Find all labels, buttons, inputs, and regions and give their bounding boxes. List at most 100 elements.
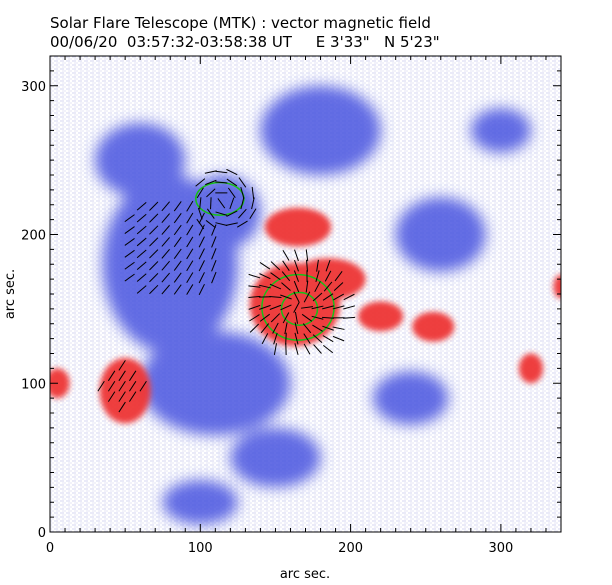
field-vector	[136, 201, 147, 211]
field-vector	[149, 237, 159, 247]
field-vector	[198, 260, 205, 272]
field-vector	[260, 323, 270, 334]
field-vector	[273, 343, 277, 355]
field-vector	[333, 293, 345, 301]
field-vector	[186, 248, 194, 260]
field-vector	[161, 260, 170, 271]
field-vector	[311, 315, 324, 320]
field-vector	[136, 237, 147, 247]
field-vector	[322, 325, 334, 331]
field-vector	[248, 285, 261, 288]
field-vector	[186, 212, 194, 224]
y-axis-label: arc sec.	[3, 269, 18, 319]
field-vector	[136, 285, 147, 294]
field-vector	[251, 186, 255, 199]
field-vector	[293, 291, 300, 303]
field-vector	[173, 248, 182, 259]
field-vector	[161, 201, 170, 212]
field-vector	[293, 301, 300, 313]
field-vector	[124, 249, 135, 258]
field-vector	[136, 273, 147, 282]
field-vector	[118, 391, 126, 402]
field-vector	[280, 304, 292, 311]
field-vector	[323, 281, 333, 292]
x-tick-label: 100	[188, 541, 213, 556]
field-vector	[149, 261, 159, 271]
positive-polarity-region	[553, 274, 561, 299]
field-vector	[303, 343, 311, 355]
field-vector	[118, 380, 126, 392]
field-vector	[312, 292, 323, 302]
x-tick-label: 0	[46, 541, 54, 556]
field-vector	[197, 207, 203, 220]
field-vector	[306, 259, 308, 272]
positive-polarity-region	[358, 301, 404, 332]
field-vector	[249, 208, 257, 220]
field-vector	[259, 313, 271, 322]
field-vector	[315, 270, 320, 283]
field-vector	[124, 226, 135, 234]
field-vector	[124, 238, 135, 246]
field-vector	[124, 273, 135, 282]
field-vector	[149, 225, 159, 235]
field-vector	[136, 225, 147, 235]
chart-title: Solar Flare Telescope (MTK) : vector mag…	[50, 14, 431, 32]
field-vector	[332, 326, 345, 330]
field-vector	[186, 284, 194, 295]
positive-polarity-region	[518, 353, 543, 384]
field-vector	[161, 225, 170, 235]
field-vector	[332, 305, 345, 310]
field-vector	[238, 208, 247, 219]
field-vector	[124, 214, 135, 223]
field-vector	[273, 332, 278, 345]
field-vector	[322, 305, 334, 310]
field-vector	[270, 261, 281, 271]
field-vector	[128, 370, 137, 382]
field-vector	[323, 344, 334, 354]
field-vector	[161, 284, 170, 295]
field-vector	[226, 178, 238, 187]
field-vector	[195, 178, 206, 187]
field-vector	[236, 220, 248, 228]
field-vector	[186, 272, 194, 283]
field-vector	[161, 248, 170, 259]
field-vector	[204, 170, 217, 174]
field-vector	[186, 200, 194, 212]
field-vector	[173, 260, 182, 271]
field-vector	[149, 249, 159, 259]
field-vector	[294, 249, 299, 262]
field-vector	[269, 283, 282, 290]
field-vector	[149, 273, 159, 283]
field-vector	[136, 249, 147, 259]
field-vector	[259, 304, 271, 310]
field-vector	[282, 312, 290, 324]
field-vector	[118, 360, 126, 371]
negative-polarity-region	[162, 479, 238, 525]
field-vector	[259, 262, 271, 270]
field-vector	[294, 322, 299, 335]
field-vector	[312, 334, 323, 343]
field-vector	[186, 260, 194, 272]
field-vector	[226, 210, 238, 217]
field-vector	[173, 201, 182, 212]
field-vector	[322, 316, 335, 319]
field-vector	[248, 304, 261, 310]
field-vector	[211, 271, 217, 284]
field-vector	[343, 305, 356, 310]
field-vector	[334, 271, 343, 282]
field-vector	[272, 322, 279, 334]
field-vector	[303, 333, 311, 344]
field-vector	[124, 261, 135, 270]
field-vector	[285, 332, 287, 345]
field-vector	[312, 324, 323, 332]
x-axis-label: arc sec.	[280, 567, 330, 582]
field-vector	[173, 284, 182, 295]
field-vector	[294, 311, 299, 324]
field-vector	[305, 280, 309, 293]
field-vector	[238, 177, 247, 188]
field-vector	[161, 237, 170, 247]
field-vector	[97, 380, 105, 392]
negative-polarity-region	[140, 331, 291, 436]
y-tick-label: 0	[38, 526, 46, 541]
field-vector	[136, 261, 147, 270]
